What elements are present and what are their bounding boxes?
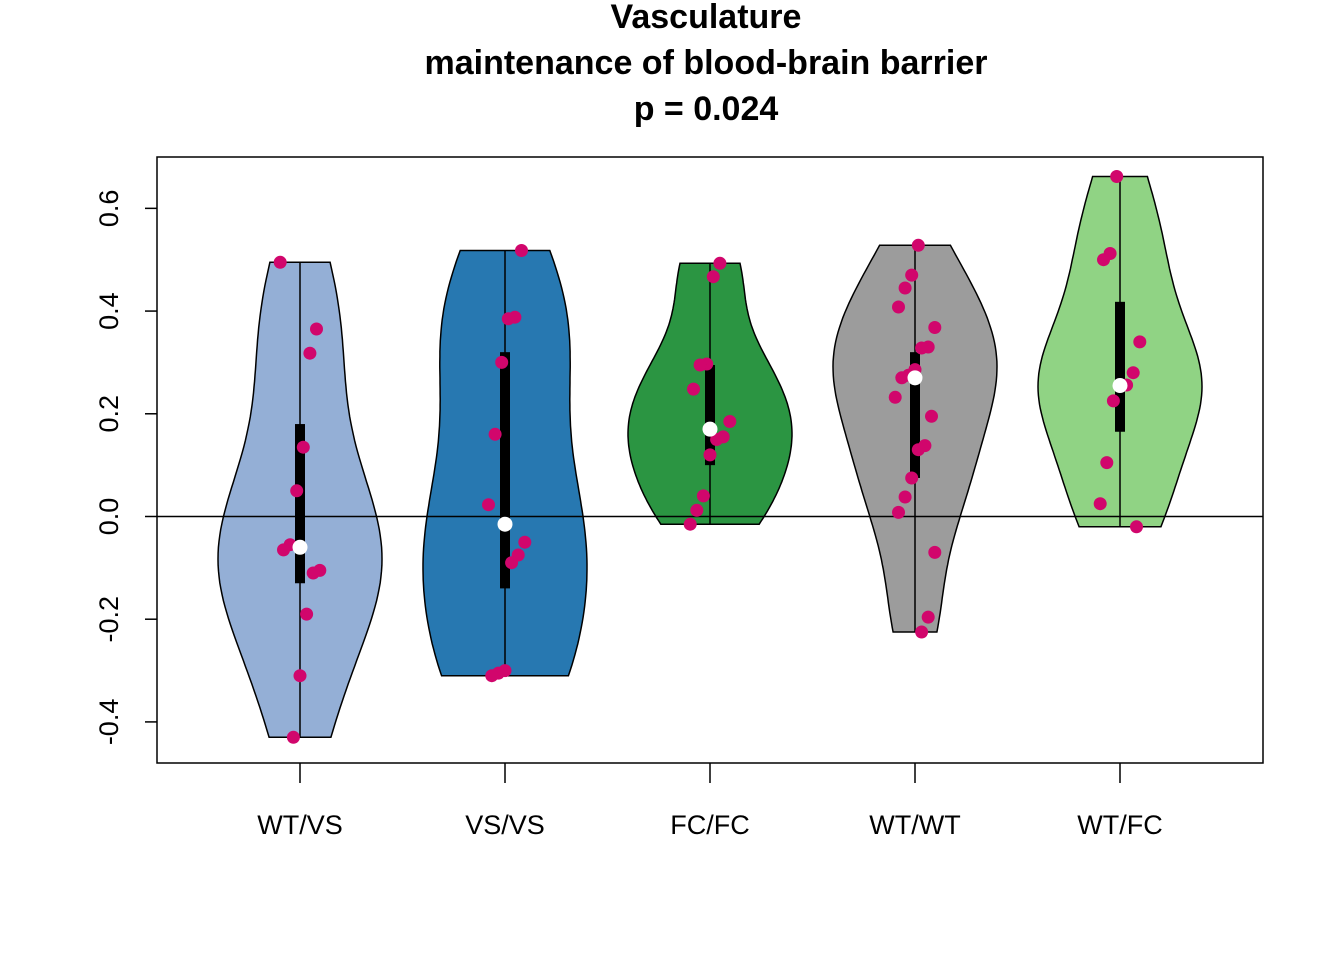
data-point bbox=[696, 489, 710, 503]
data-point bbox=[518, 535, 532, 549]
data-point bbox=[713, 256, 727, 270]
iqr-box bbox=[295, 424, 305, 584]
data-point bbox=[723, 415, 737, 428]
median-marker bbox=[702, 421, 718, 437]
x-axis-tick-label: VS/VS bbox=[465, 810, 545, 840]
x-axis-tick-label: WT/FC bbox=[1077, 810, 1162, 840]
data-point bbox=[303, 346, 317, 360]
data-point bbox=[693, 358, 707, 372]
y-axis-tick-label: 0.4 bbox=[94, 292, 124, 330]
data-points bbox=[482, 244, 532, 683]
plot-area: -0.4 -0.2 0.0 0.2 0.4 0.6 WT/VS VS/VS FC/FC WT/WT… bbox=[94, 156, 1264, 840]
data-point bbox=[1100, 456, 1114, 470]
data-points bbox=[888, 238, 942, 639]
median-marker bbox=[292, 539, 308, 555]
y-axis-tick-label: 0.0 bbox=[94, 498, 124, 536]
chart-title-line-2: maintenance of blood-brain barrier bbox=[425, 44, 988, 82]
iqr-box bbox=[1115, 301, 1125, 432]
violin-group bbox=[422, 249, 588, 677]
data-point bbox=[915, 625, 929, 639]
data-point bbox=[1126, 366, 1140, 380]
data-point bbox=[290, 484, 304, 498]
data-point bbox=[928, 545, 942, 559]
data-point bbox=[501, 312, 515, 326]
data-point bbox=[710, 433, 724, 446]
data-point bbox=[898, 490, 912, 504]
data-point bbox=[286, 730, 300, 744]
data-point bbox=[683, 517, 697, 531]
median-marker bbox=[497, 516, 513, 532]
data-point bbox=[911, 238, 925, 252]
data-point bbox=[495, 355, 509, 369]
y-axis-tick-label: 0.2 bbox=[94, 395, 124, 433]
median-marker bbox=[1112, 378, 1128, 394]
data-point bbox=[1133, 335, 1147, 349]
y-axis-tick-label: -0.4 bbox=[94, 699, 124, 746]
data-point bbox=[273, 255, 287, 269]
data-point bbox=[482, 498, 495, 512]
data-point bbox=[690, 503, 704, 517]
data-point bbox=[911, 443, 925, 457]
violin-group bbox=[1037, 175, 1203, 528]
data-point bbox=[296, 440, 310, 454]
data-point bbox=[488, 427, 502, 441]
data-point bbox=[928, 321, 942, 334]
data-point bbox=[687, 382, 700, 396]
iqr-box bbox=[910, 352, 920, 478]
y-axis-tick-label: -0.2 bbox=[94, 596, 124, 643]
data-point bbox=[921, 610, 935, 624]
data-point bbox=[1130, 520, 1143, 534]
chart-title-line-3: p = 0.024 bbox=[634, 90, 779, 128]
violin-group bbox=[217, 261, 383, 739]
data-point bbox=[485, 669, 499, 683]
x-axis-tick-label: WT/VS bbox=[257, 810, 343, 840]
violin-group bbox=[627, 262, 793, 525]
data-point bbox=[515, 244, 528, 257]
data-point bbox=[1106, 394, 1120, 408]
data-point bbox=[905, 471, 919, 485]
data-point bbox=[277, 543, 290, 557]
iqr-box bbox=[705, 364, 715, 466]
data-point bbox=[892, 505, 905, 519]
data-point bbox=[888, 390, 902, 404]
data-points bbox=[683, 256, 737, 531]
chart-title-line-1: Vasculature bbox=[611, 0, 802, 36]
median-marker bbox=[907, 370, 923, 386]
data-point bbox=[892, 300, 905, 314]
data-point bbox=[706, 270, 720, 284]
data-point bbox=[703, 448, 717, 462]
data-point bbox=[925, 409, 938, 423]
iqr-box bbox=[500, 352, 510, 589]
data-point bbox=[898, 281, 912, 295]
data-point bbox=[1093, 497, 1107, 511]
data-point bbox=[293, 669, 307, 683]
x-axis-tick-label: FC/FC bbox=[670, 810, 749, 840]
data-point bbox=[915, 341, 929, 355]
data-point bbox=[310, 322, 323, 336]
x-axis-tick-label: WT/WT bbox=[869, 810, 960, 840]
data-point bbox=[505, 556, 519, 570]
y-axis-tick-label: 0.6 bbox=[94, 190, 124, 228]
data-point bbox=[300, 607, 314, 621]
data-point bbox=[1110, 170, 1124, 183]
data-point bbox=[306, 566, 320, 580]
violin-group bbox=[832, 244, 998, 633]
data-points bbox=[273, 255, 327, 744]
data-points bbox=[1093, 170, 1147, 534]
data-point bbox=[905, 268, 919, 282]
data-point bbox=[895, 371, 909, 385]
data-point bbox=[1097, 253, 1110, 267]
